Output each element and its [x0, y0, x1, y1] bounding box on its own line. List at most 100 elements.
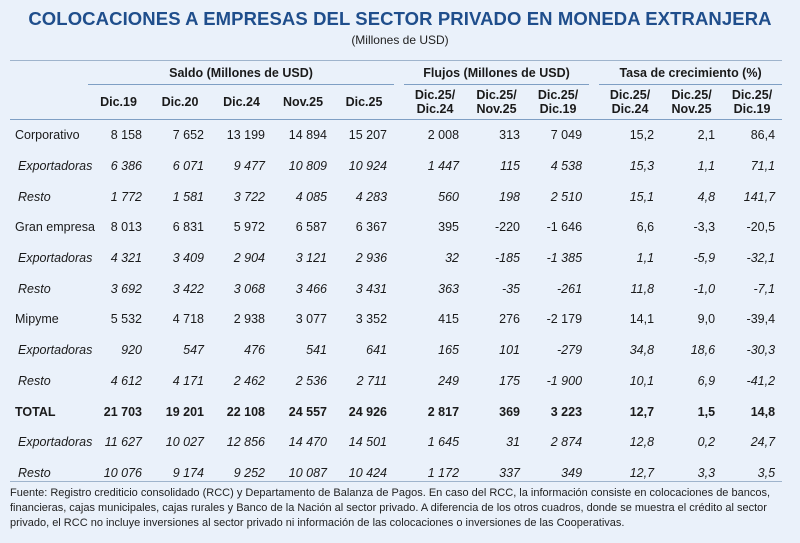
table-cell: 14,1 [629, 312, 655, 327]
table-cell: -185 [494, 251, 521, 266]
table-cell: 395 [438, 220, 460, 235]
table-cell: 415 [438, 312, 460, 327]
table-cell: 3,5 [757, 465, 776, 480]
row-label: Resto [18, 373, 51, 388]
table-cell: 249 [438, 373, 460, 388]
table-cell: 15 207 [348, 128, 388, 143]
col-header-tasa: Dic.25/Nov.25 [661, 84, 723, 120]
group-header-flujos: Flujos (Millones de USD) [404, 61, 590, 85]
table-cell: 4 321 [110, 251, 142, 266]
table-cell: 6,6 [636, 220, 655, 235]
table-cell: 175 [499, 373, 521, 388]
table-cell: -1,0 [693, 281, 716, 296]
table-cell: 31 [506, 435, 521, 450]
table-cell: 15,3 [629, 159, 655, 174]
group-header-row: Saldo (Millones de USD) Flujos (Millones… [10, 61, 783, 85]
table-cell: 2 711 [356, 373, 388, 388]
table-cell: 86,4 [750, 128, 776, 143]
table-cell: 547 [183, 343, 204, 358]
table-cell: 5 532 [110, 312, 142, 327]
table-cell: 560 [438, 189, 460, 204]
page-title: COLOCACIONES A EMPRESAS DEL SECTOR PRIVA… [28, 8, 772, 29]
table-cell: -1 385 [546, 251, 583, 266]
table-cell: 21 703 [103, 404, 142, 419]
table-cell: 22 108 [226, 404, 265, 419]
table-cell: 4 612 [110, 373, 142, 388]
table-cell: 349 [561, 465, 583, 480]
row-label: Exportadoras [18, 343, 93, 358]
table-cell: 198 [499, 189, 521, 204]
table-cell: 1 172 [427, 465, 460, 480]
table-cell: 3 068 [233, 281, 265, 296]
table-row: Exportadoras 4 321 3 409 2 904 3 121 2 936 32 -… [10, 243, 782, 274]
table-cell: 6,9 [697, 373, 716, 388]
table-cell: 276 [499, 312, 521, 327]
table-cell: 165 [438, 343, 460, 358]
group-header-tasa: Tasa de crecimiento (%) [599, 61, 783, 85]
table-row: Resto 3 692 3 422 3 068 3 466 3 431 363 -35 -261… [10, 273, 782, 304]
table-cell: 363 [438, 281, 460, 296]
table-cell: -279 [557, 343, 583, 358]
table-cell: 4 538 [550, 159, 583, 174]
col-header-tasa: Dic.25/Dic.19 [722, 84, 783, 120]
table-cell: 10 809 [288, 159, 327, 174]
table-cell: 1 772 [110, 189, 142, 204]
table-cell: 10 027 [165, 435, 204, 450]
table-cell: -30,3 [746, 343, 776, 358]
column-header-row: Dic.19 Dic.20 Dic.24 Nov.25 Dic.25 Dic.2… [10, 84, 783, 120]
table-cell: 2 510 [550, 189, 583, 204]
table-row: Exportadoras 11 627 10 027 12 856 14 470 14 5… [10, 427, 782, 458]
table-cell: 115 [500, 159, 521, 174]
table-cell: -2 179 [546, 312, 583, 327]
table-cell: 101 [499, 343, 521, 358]
table-cell: 3 466 [295, 281, 327, 296]
group-header-saldo: Saldo (Millones de USD) [88, 61, 395, 85]
col-header-saldo: Nov.25 [272, 84, 334, 120]
table-cell: 24 557 [288, 404, 327, 419]
table-cell: 15,1 [629, 189, 655, 204]
table-cell: 541 [306, 343, 327, 358]
row-label: Resto [18, 281, 51, 296]
col-header-saldo: Dic.24 [211, 84, 272, 120]
table-cell: 2 536 [295, 373, 327, 388]
table-cell: 476 [244, 343, 265, 358]
table-cell: 5 972 [233, 220, 265, 235]
table-cell: 15,2 [629, 128, 655, 143]
table-cell: 3 722 [233, 189, 265, 204]
row-label: Exportadoras [18, 435, 93, 450]
table-cell: 4 171 [172, 373, 204, 388]
table-cell: 11 627 [104, 435, 142, 450]
table-cell: -261 [557, 281, 583, 296]
row-label: Exportadoras [18, 159, 93, 174]
data-table: Saldo (Millones de USD) Flujos (Millones… [10, 61, 783, 489]
table-cell: 1,5 [697, 404, 716, 419]
table-row: Corporativo 8 158 7 652 13 199 14 894 15 207 2… [10, 120, 782, 151]
table-cell: 7 652 [172, 128, 204, 143]
table-cell: 12,8 [629, 435, 655, 450]
row-label: Exportadoras [18, 251, 93, 266]
table-row: Gran empresa 8 013 6 831 5 972 6 587 6 367 395… [10, 212, 782, 243]
col-header-flujos: Dic.25/Nov.25 [466, 84, 528, 120]
bottom-rule [10, 481, 782, 482]
table-cell: 141,7 [743, 189, 776, 204]
table-cell: 6 831 [172, 220, 204, 235]
table-cell: 6 071 [172, 159, 204, 174]
page-subtitle: (Millones de USD) [351, 33, 449, 47]
footnote: Fuente: Registro crediticio consolidado … [10, 487, 771, 529]
table-cell: 3 422 [172, 281, 204, 296]
table-cell: 6 367 [355, 220, 388, 235]
table-cell: 313 [499, 128, 521, 143]
table-cell: 13 199 [226, 128, 265, 143]
col-header-saldo: Dic.20 [149, 84, 211, 120]
table-cell: 1 581 [172, 189, 204, 204]
table-cell: -41,2 [746, 373, 776, 388]
table-cell: -35 [501, 281, 521, 296]
table-cell: 9,0 [697, 312, 716, 327]
table-cell: 19 201 [165, 404, 204, 419]
table-row: Resto 4 612 4 171 2 462 2 536 2 711 249 175 -1 9… [10, 366, 782, 397]
table-cell: 3,3 [697, 465, 716, 480]
table-cell: 4 283 [355, 189, 388, 204]
table-cell: 8 013 [110, 220, 142, 235]
table-row: Resto 10 076 9 174 9 252 10 087 10 424 1 172 33… [10, 458, 782, 489]
